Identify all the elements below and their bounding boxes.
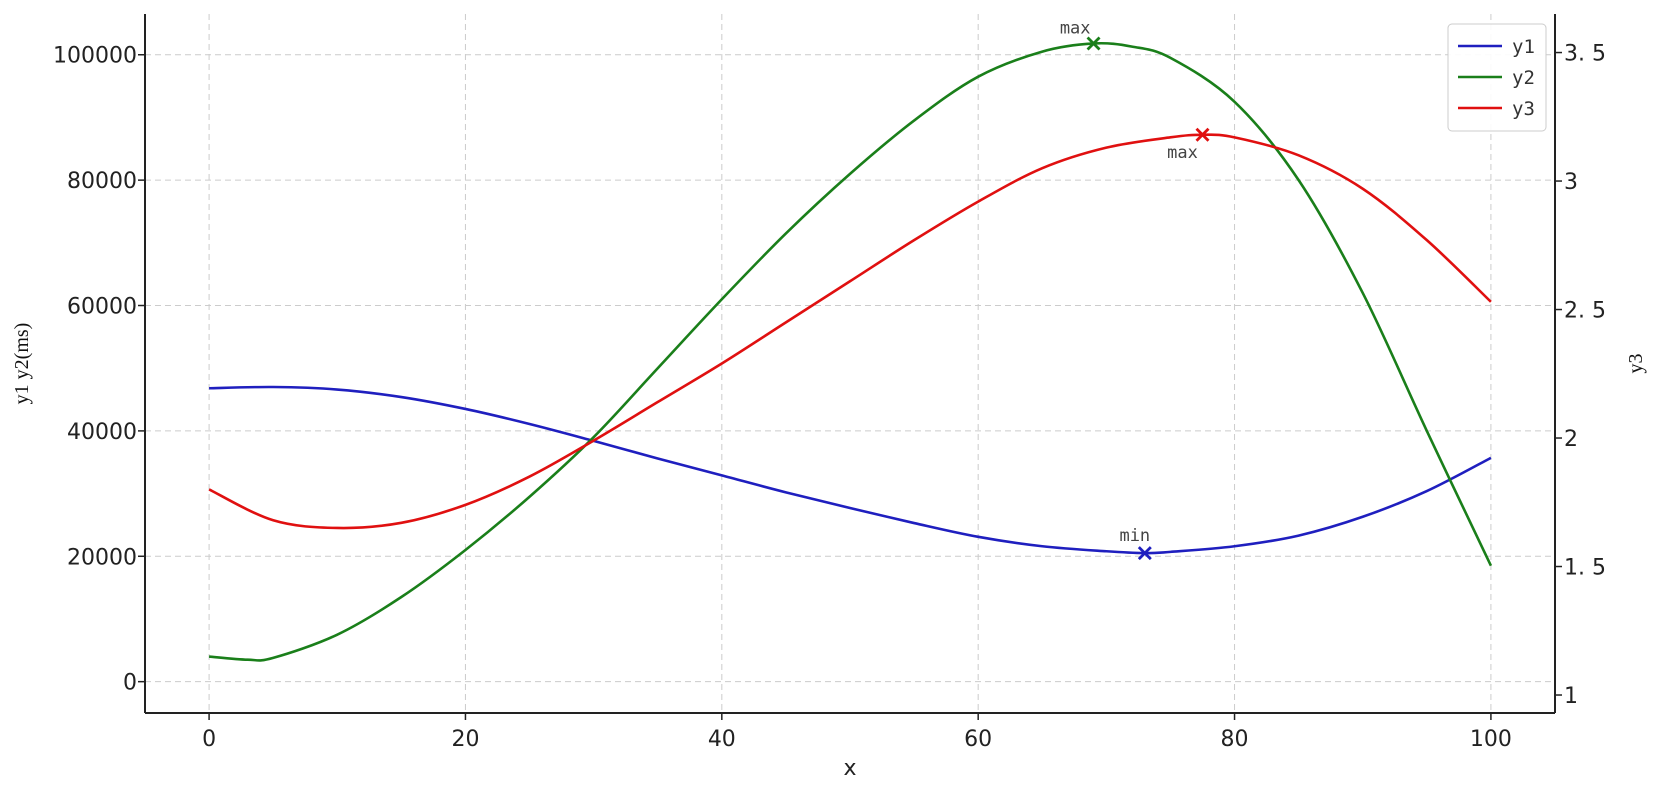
series-line-y2	[208, 41, 1493, 662]
x-tick-label: 60	[964, 727, 992, 752]
annotation-label-max-y2: max	[1060, 18, 1091, 38]
series-line-y3	[208, 133, 1492, 530]
marker-max-y3	[1195, 127, 1210, 142]
x-axis-label: x	[843, 756, 856, 781]
left-y-tick-label: 80000	[67, 169, 137, 194]
right-y-axis-label: y3	[1625, 354, 1647, 374]
right-y-tick-label: 2. 5	[1564, 299, 1606, 324]
ticks-layer: 0 20 40 60 80 100 0 20000 40000 60000 80000 100000 1…	[53, 42, 1606, 752]
right-y-tick-label: 2	[1564, 427, 1578, 452]
left-y-axis-label: y1 y2(ms)	[11, 323, 33, 405]
x-tick-label: 80	[1221, 727, 1249, 752]
left-y-tick-label: 40000	[67, 420, 137, 445]
series-layer	[208, 41, 1493, 662]
left-y-tick-label: 0	[123, 671, 137, 696]
left-y-tick-label: 100000	[53, 44, 137, 69]
x-tick-label: 20	[451, 727, 479, 752]
annotation-label-min-y1: min	[1119, 526, 1150, 546]
series-line-y1	[209, 385, 1492, 555]
legend-label-y3: y3	[1512, 98, 1535, 120]
legend-label-y2: y2	[1512, 67, 1535, 89]
left-y-tick-label: 20000	[67, 545, 137, 570]
x-tick-label: 40	[708, 727, 736, 752]
right-y-tick-label: 3	[1564, 170, 1578, 195]
marker-min-y1	[1137, 546, 1152, 561]
annotation-label-max-y3: max	[1167, 143, 1198, 163]
grid	[145, 14, 1555, 713]
annotation-layer: max max min	[1060, 18, 1210, 561]
x-tick-label: 100	[1470, 727, 1512, 752]
marker-max-y2	[1086, 36, 1101, 51]
right-y-tick-label: 3. 5	[1564, 42, 1606, 67]
legend: y1 y2 y3	[1447, 23, 1547, 132]
right-y-tick-label: 1. 5	[1564, 556, 1606, 581]
left-y-tick-label: 60000	[67, 295, 137, 320]
axes-layer	[144, 14, 1556, 714]
x-tick-label: 0	[202, 727, 216, 752]
legend-label-y1: y1	[1512, 36, 1535, 58]
right-y-tick-label: 1	[1564, 684, 1578, 709]
